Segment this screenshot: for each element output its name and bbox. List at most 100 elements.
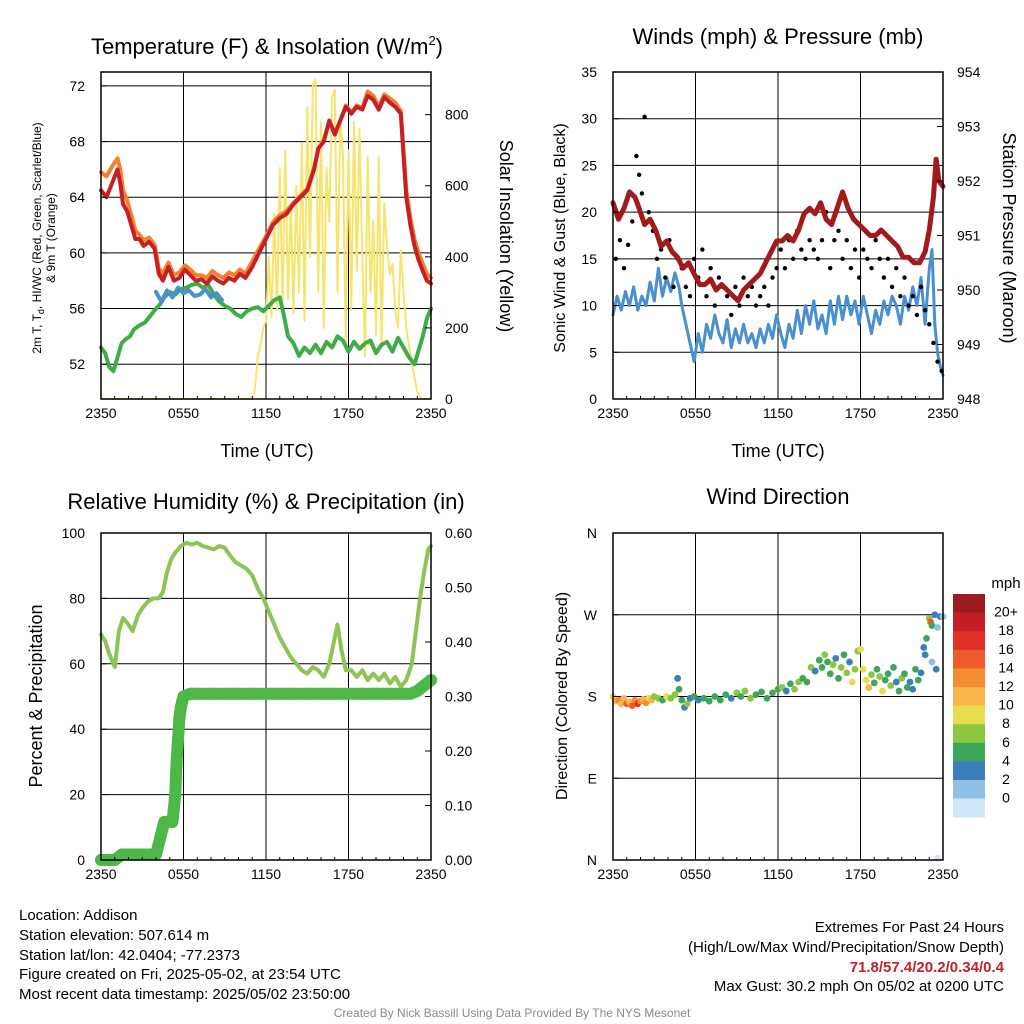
y-tick-label: 72 (69, 78, 85, 94)
y2-tick-label: 948 (957, 391, 981, 407)
temperature-y-axis-label: 2m T, Td, HI/WC (Red, Green, Scarlet/Blu… (30, 122, 46, 353)
wind-direction-point (928, 658, 936, 666)
temperature-x-axis-label: Time (UTC) (220, 441, 313, 461)
colorbar-swatch (953, 705, 985, 725)
gust-point (708, 266, 713, 271)
wind-direction-point (837, 664, 845, 671)
wind-direction-panel: Wind Direction Direction (Colored By Spe… (554, 484, 1021, 882)
wind-direction-point (700, 694, 708, 702)
y2-tick-label: 0.60 (445, 525, 472, 541)
gust-point (918, 284, 924, 290)
colorbar-swatch (953, 668, 985, 688)
gust-point (927, 322, 932, 327)
y2-tick-label: 0.10 (445, 798, 472, 814)
y-tick-label: 15 (581, 251, 597, 267)
x-tick-label: 1750 (333, 405, 364, 421)
y2-tick-label: 0.30 (445, 689, 472, 705)
wind-direction-point (727, 694, 735, 702)
x-tick-label: 2350 (85, 405, 116, 421)
wind-direction-point (620, 694, 628, 702)
x-tick-label: 2350 (415, 866, 446, 882)
colorbar-swatch (953, 631, 985, 651)
y2-tick-label: 800 (445, 107, 469, 123)
y2-tick-label: 0.20 (445, 743, 472, 759)
extremes-info: Extremes For Past 24 Hours (High/Low/Max… (688, 918, 1004, 997)
x-tick-label: 0550 (168, 866, 199, 882)
wind-direction-point (821, 651, 829, 659)
x-tick-label: 2350 (927, 866, 958, 882)
y-tick-label: 35 (581, 64, 597, 80)
gust-point (654, 256, 660, 262)
winds-panel: Winds (mph) & Pressure (mb) Time (UTC) S… (552, 24, 1019, 461)
x-tick-label: 1150 (763, 866, 793, 882)
extremes-title: Extremes For Past 24 Hours (814, 919, 1004, 936)
gust-point (832, 237, 837, 243)
gust-point (636, 172, 642, 177)
y2-tick-label: 949 (957, 337, 981, 353)
gust-point (828, 266, 833, 271)
y-tick-label: 25 (581, 157, 597, 173)
wind-direction-point (791, 685, 798, 693)
x-tick-label: 1150 (251, 866, 281, 882)
x-tick-label: 1150 (763, 405, 793, 421)
wind-direction-y-axis-label: Direction (Colored By Speed) (554, 592, 571, 800)
gust-point (621, 266, 627, 271)
gust-point (733, 284, 738, 290)
wind-direction-point (803, 678, 811, 686)
wind-direction-point (741, 687, 749, 695)
colorbar-swatch (953, 612, 985, 632)
heat-index-blue-series (154, 285, 224, 304)
y-tick-label: 60 (69, 245, 85, 261)
gust-point (757, 294, 763, 299)
wind-direction-point (675, 685, 683, 693)
wind-direction-point (628, 702, 636, 709)
wind-direction-point (694, 696, 702, 704)
y-tick-label: 10 (581, 298, 597, 314)
gust-point (811, 247, 816, 252)
gust-point (770, 275, 775, 280)
y-tick-label: 100 (62, 525, 86, 541)
relative-humidity-series (99, 540, 433, 689)
wind-direction-point (815, 656, 823, 664)
direction-tick-label: W (584, 607, 598, 623)
gust-point (712, 303, 717, 308)
y2-tick-label: 400 (445, 249, 469, 265)
wind-direction-point (752, 691, 760, 699)
y2-tick-label: 954 (957, 64, 981, 80)
wind-direction-point (835, 674, 842, 682)
gust-point (869, 266, 874, 271)
figure-created: Figure created on Fri, 2025-05-02, at 23… (19, 966, 341, 984)
y-tick-label: 80 (69, 590, 85, 606)
wind-direction-point (876, 673, 884, 680)
gust-point (700, 247, 705, 252)
wind-direction-point (912, 665, 919, 673)
direction-tick-label: S (588, 689, 597, 705)
gust-point (906, 303, 911, 308)
wind-direction-point (928, 622, 936, 630)
gust-point (819, 237, 825, 243)
gust-point (844, 237, 849, 243)
x-tick-label: 1750 (845, 405, 876, 421)
wind-direction-point (881, 676, 889, 684)
wind-direction-point (892, 678, 900, 686)
colorbar-label: 10 (998, 697, 1014, 713)
gust-point (782, 266, 788, 271)
pressure-y-axis-label: Station Pressure (Maroon) (999, 132, 1019, 343)
temperature-panel: Temperature (F) & Insolation (W/m2) Time… (30, 33, 516, 461)
wind-direction-point (879, 687, 886, 695)
x-tick-label: 0550 (680, 405, 711, 421)
wind-direction-point (920, 644, 928, 651)
colorbar-swatch (953, 780, 985, 799)
y-tick-label: 40 (69, 721, 85, 737)
gust-point (889, 284, 895, 290)
wind-direction-point (832, 654, 840, 662)
gust-point (729, 312, 734, 318)
gust-point (803, 256, 808, 262)
gust-point (630, 219, 635, 224)
wind-direction-point (829, 661, 837, 669)
humidity-chart-title: Relative Humidity (%) & Precipitation (i… (67, 489, 464, 514)
wind-direction-point (890, 664, 897, 671)
y-tick-label: 20 (69, 787, 85, 803)
station-elevation: Station elevation: 507.614 m (19, 926, 210, 944)
wind-direction-point (857, 645, 864, 653)
